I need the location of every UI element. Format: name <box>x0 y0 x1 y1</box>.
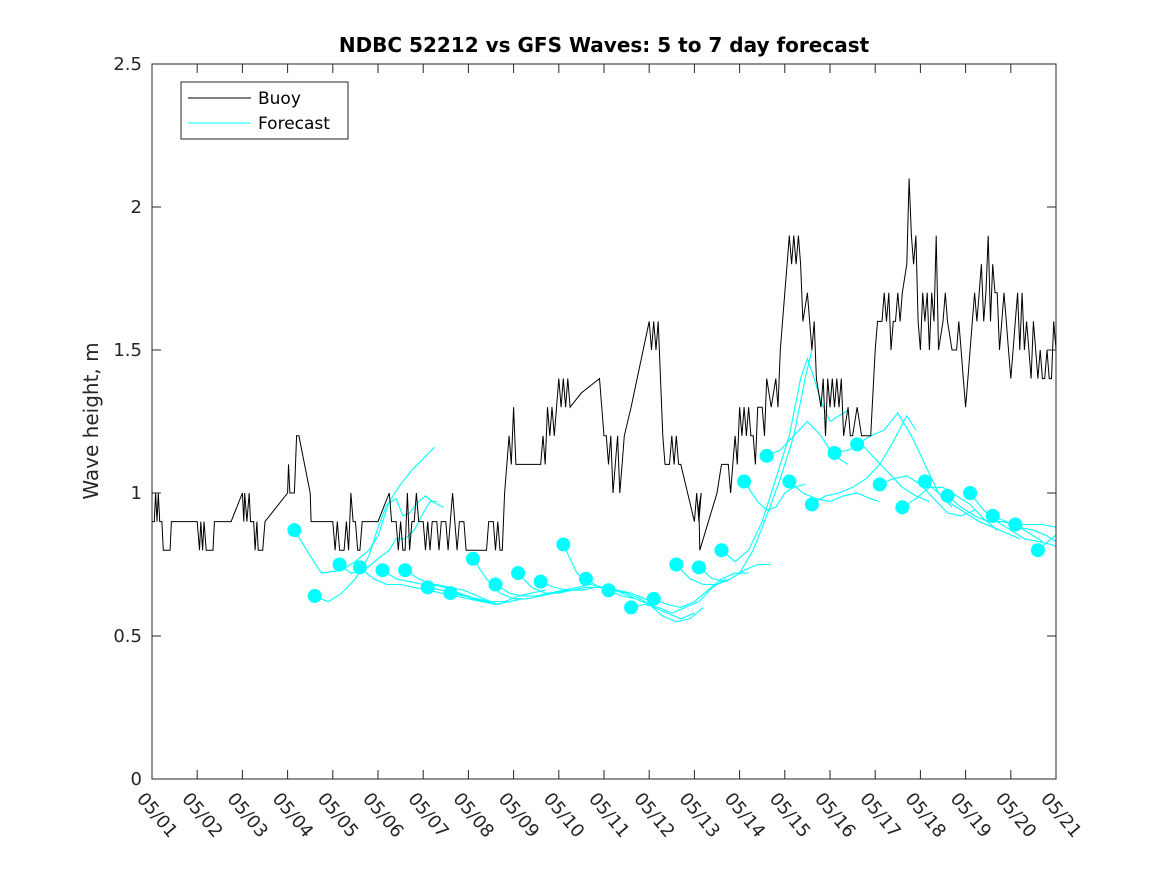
forecast-line <box>856 411 953 508</box>
forecast-start-marker <box>963 486 978 500</box>
y-tick-label: 1.5 <box>113 340 142 361</box>
forecast-start-marker <box>737 474 752 489</box>
buoy-series <box>152 178 1056 551</box>
forecast-start-marker <box>714 543 729 558</box>
x-tick-label: 05/15 <box>765 789 814 842</box>
forecast-start-marker <box>646 591 661 606</box>
x-tick-label: 05/01 <box>132 789 181 842</box>
chart-title: NDBC 52212 vs GFS Waves: 5 to 7 day fore… <box>339 33 870 57</box>
x-tick-label: 05/06 <box>358 789 407 842</box>
plot-area-frame <box>151 63 1057 780</box>
x-tick-label: 05/14 <box>720 789 769 842</box>
legend: Buoy Forecast <box>180 81 349 140</box>
x-tick-label: 05/18 <box>901 789 950 842</box>
forecast-start-marker <box>511 566 526 581</box>
legend-buoy-label: Buoy <box>258 89 301 109</box>
x-tick-label: 05/21 <box>1036 789 1085 842</box>
buoy-line <box>152 178 1056 551</box>
x-tick-label: 05/12 <box>629 789 678 842</box>
x-tick-label: 05/09 <box>494 789 543 842</box>
forecast-line <box>969 492 1056 547</box>
forecast-start-marker <box>488 577 503 592</box>
forecast-line <box>788 481 880 503</box>
x-tick-label: 05/13 <box>675 789 724 842</box>
forecast-start-marker <box>465 551 480 566</box>
x-tick-label: 05/08 <box>449 789 498 842</box>
forecast-start-marker <box>1008 517 1023 532</box>
forecast-line <box>608 589 704 623</box>
forecast-start-marker <box>691 560 706 575</box>
forecast-line <box>1037 534 1056 551</box>
y-tick-label: 2 <box>131 197 142 218</box>
x-tick-label: 05/10 <box>539 789 588 842</box>
x-tick-label: 05/07 <box>403 789 452 842</box>
y-axis: 0 0.5 1 1.5 2 2.5 <box>113 54 1056 790</box>
forecast-line <box>834 443 930 503</box>
legend-forecast-label: Forecast <box>258 114 330 134</box>
forecast-start-marker <box>669 557 684 572</box>
forecast-line <box>293 446 435 574</box>
x-tick-label: 05/05 <box>313 789 362 842</box>
y-tick-label: 0 <box>131 769 142 790</box>
forecast-start-marker <box>287 523 302 538</box>
forecast-line <box>879 475 975 517</box>
forecast-start-marker <box>624 600 639 615</box>
forecast-line <box>743 481 806 511</box>
x-tick-label: 05/19 <box>946 789 995 842</box>
y-tick-label: 2.5 <box>113 54 142 75</box>
forecast-start-marker <box>375 563 390 578</box>
forecast-line <box>495 583 591 597</box>
forecast-start-marker <box>332 557 347 572</box>
forecast-start-marker <box>872 477 887 492</box>
forecast-line <box>721 356 849 563</box>
forecast-series <box>287 349 1056 623</box>
x-tick-label: 05/02 <box>177 789 226 842</box>
forecast-start-marker <box>804 497 819 512</box>
forecast-start-marker <box>895 500 910 515</box>
forecast-start-marker <box>352 560 367 575</box>
forecast-line <box>314 495 444 603</box>
forecast-start-marker <box>307 588 322 603</box>
forecast-line <box>630 578 727 614</box>
forecast-start-marker <box>827 445 842 460</box>
forecast-line <box>382 569 492 603</box>
y-tick-label: 0.5 <box>113 626 142 647</box>
forecast-start-marker <box>601 583 616 598</box>
y-tick-label: 1 <box>131 483 142 504</box>
forecast-line <box>992 515 1056 543</box>
forecast-line <box>811 414 917 505</box>
x-tick-label: 05/04 <box>268 789 317 842</box>
forecast-start-marker <box>985 508 1000 523</box>
forecast-start-marker <box>1030 543 1045 558</box>
forecast-start-marker <box>759 448 774 463</box>
forecast-line <box>585 578 695 620</box>
forecast-start-marker <box>850 437 865 452</box>
x-tick-label: 05/16 <box>810 789 859 842</box>
forecast-start-marker <box>940 488 955 503</box>
x-tick-label: 05/03 <box>223 789 272 842</box>
forecast-line <box>1015 523 1056 528</box>
forecast-line <box>427 586 523 606</box>
forecast-start-marker <box>443 586 458 601</box>
y-axis-label: Wave height, m <box>79 342 103 499</box>
forecast-line <box>698 349 813 583</box>
x-tick-label: 05/20 <box>991 789 1040 842</box>
forecast-start-marker <box>398 563 413 578</box>
forecast-start-marker <box>556 537 571 552</box>
forecast-start-marker <box>578 571 593 586</box>
forecast-line <box>450 589 546 603</box>
x-tick-label: 05/11 <box>584 789 633 842</box>
forecast-start-marker <box>533 574 548 589</box>
x-tick-label: 05/17 <box>855 789 904 842</box>
forecast-start-marker <box>420 580 435 595</box>
forecast-start-marker <box>917 474 932 489</box>
legend-box <box>180 81 349 140</box>
x-axis: 05/0105/0205/0305/0405/0505/0605/0705/08… <box>132 64 1086 842</box>
forecast-start-marker <box>782 474 797 489</box>
forecast-line <box>653 572 749 608</box>
